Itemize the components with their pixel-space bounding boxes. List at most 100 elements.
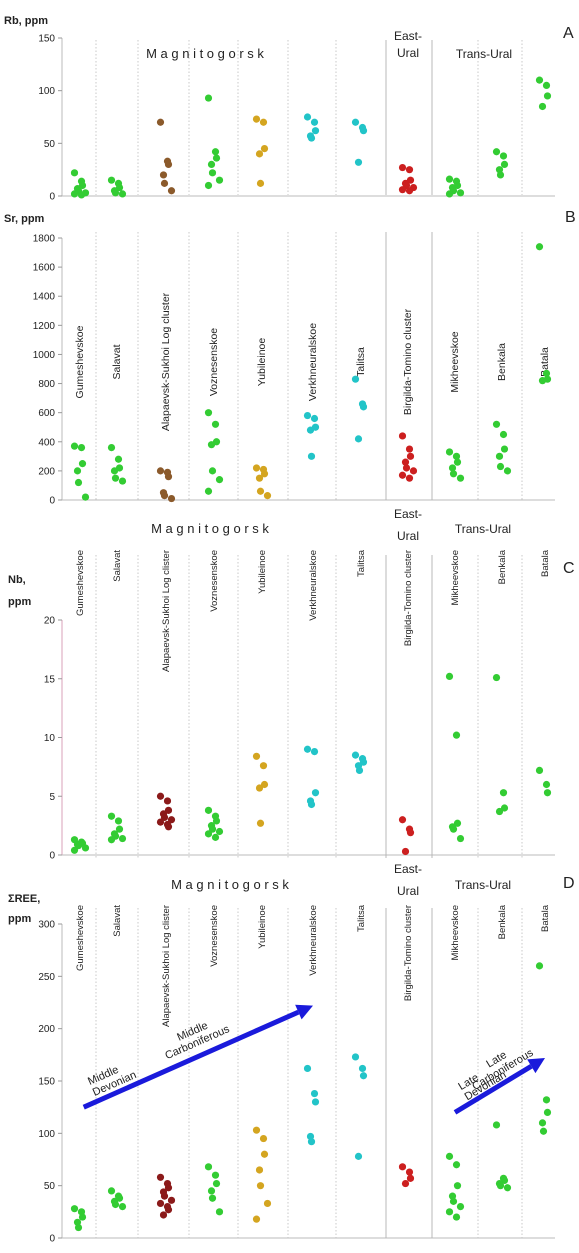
y-tick-label: 1600 bbox=[33, 263, 56, 274]
data-point-talitsa bbox=[354, 158, 363, 166]
data-point-alapaevsk-sukhoi-log-cluster bbox=[156, 467, 165, 475]
y-axis-title: Rb, ppm bbox=[4, 15, 48, 27]
data-point-verkhneuralskoe bbox=[310, 414, 319, 423]
y-tick-label: 5 bbox=[49, 792, 55, 803]
data-point-gumeshevskoe bbox=[70, 846, 79, 854]
deposit-label: Birgilda-Tomino cluster bbox=[403, 905, 414, 1001]
data-point-talitsa bbox=[359, 127, 368, 135]
region-header-magnitogorsk: M a g n i t o g o r s k bbox=[151, 521, 269, 536]
data-point-birgilda-tomino-cluster bbox=[398, 186, 407, 194]
y-tick-label: 0 bbox=[49, 496, 55, 507]
data-point-alapaevsk-sukhoi-log-cluster bbox=[156, 118, 165, 126]
data-point-mikheevskoe bbox=[445, 175, 454, 183]
data-point-alapaevsk-sukhoi-log-clister bbox=[167, 1196, 176, 1204]
data-point-birgilda-tomino-cluster bbox=[398, 432, 407, 440]
data-point-birgilda-tomino-cluster bbox=[402, 464, 411, 472]
data-point-salavat bbox=[107, 444, 116, 452]
data-point-talitsa bbox=[359, 1072, 368, 1080]
deposit-label: Gumeshevskoe bbox=[75, 905, 86, 971]
data-point-gumeshevskoe bbox=[70, 190, 79, 198]
data-point-salavat bbox=[118, 1203, 127, 1211]
data-point-batala bbox=[539, 1127, 548, 1135]
data-point-benkala bbox=[499, 789, 508, 797]
data-point-voznesenskoe bbox=[204, 487, 213, 495]
data-point-voznesenskoe bbox=[204, 181, 213, 190]
data-point-benkala bbox=[492, 148, 501, 156]
panel-letter: A bbox=[563, 25, 574, 42]
y-tick-label: 200 bbox=[38, 1024, 55, 1035]
data-point-benkala bbox=[492, 420, 501, 428]
data-point-mikheevskoe bbox=[449, 470, 458, 478]
trend-arrow-shaft bbox=[82, 1009, 300, 1110]
data-point-birgilda-tomino-cluster bbox=[405, 1168, 414, 1176]
data-point-yubileinoe bbox=[263, 1199, 272, 1208]
data-point-alapaevsk-sukhoi-log-clister bbox=[163, 797, 172, 805]
deposit-label: Salavat bbox=[112, 550, 123, 582]
data-point-benkala bbox=[496, 1182, 505, 1190]
data-point-talitsa bbox=[351, 751, 360, 759]
data-point-talitsa bbox=[355, 766, 364, 775]
data-point-birgilda-tomino-cluster bbox=[401, 458, 410, 466]
data-point-voznesenskoe bbox=[211, 420, 220, 428]
data-point-yubileinoe bbox=[260, 470, 269, 478]
data-point-yubileinoe bbox=[260, 780, 269, 789]
deposit-label: Birgilda-Tomino cluster bbox=[402, 308, 414, 415]
trend-arrow-shaft bbox=[453, 1064, 533, 1115]
data-point-birgilda-tomino-cluster bbox=[406, 829, 415, 837]
deposit-label: Yubileinoe bbox=[257, 550, 268, 594]
data-point-salavat bbox=[118, 477, 127, 485]
data-point-alapaevsk-sukhoi-log-cluster bbox=[164, 160, 173, 168]
data-point-birgilda-tomino-cluster bbox=[406, 1174, 415, 1182]
y-tick-label: 1800 bbox=[33, 234, 56, 245]
data-point-alapaevsk-sukhoi-log-clister bbox=[164, 823, 173, 831]
data-point-voznesenskoe bbox=[204, 830, 213, 838]
data-point-mikheevskoe bbox=[445, 190, 454, 198]
data-point-talitsa bbox=[358, 1064, 367, 1073]
y-tick-label: 0 bbox=[49, 1234, 55, 1245]
data-point-yubileinoe bbox=[252, 464, 261, 472]
data-point-voznesenskoe bbox=[204, 94, 213, 102]
data-point-yubileinoe bbox=[263, 492, 272, 500]
data-point-verkhneuralskoe bbox=[310, 748, 319, 756]
y-tick-label: 800 bbox=[38, 379, 55, 390]
data-point-voznesenskoe bbox=[215, 827, 224, 836]
data-point-alapaevsk-sukhoi-log-clister bbox=[164, 1206, 173, 1214]
data-point-salavat bbox=[114, 455, 123, 463]
data-point-verkhneuralskoe bbox=[311, 789, 320, 797]
data-point-mikheevskoe bbox=[452, 731, 461, 739]
data-point-verkhneuralskoe bbox=[307, 452, 316, 460]
data-point-batala bbox=[538, 102, 547, 111]
data-point-voznesenskoe bbox=[211, 1171, 220, 1179]
data-point-salavat bbox=[111, 189, 120, 197]
data-point-voznesenskoe bbox=[215, 476, 224, 484]
data-point-voznesenskoe bbox=[215, 1208, 224, 1216]
data-point-alapaevsk-sukhoi-log-cluster bbox=[160, 492, 169, 500]
data-point-talitsa bbox=[354, 435, 363, 443]
data-point-batala bbox=[535, 243, 544, 251]
data-point-voznesenskoe bbox=[207, 1187, 216, 1195]
data-point-yubileinoe bbox=[255, 150, 264, 158]
data-point-birgilda-tomino-cluster bbox=[405, 474, 414, 482]
data-point-mikheevskoe bbox=[445, 1152, 454, 1160]
data-point-alapaevsk-sukhoi-log-clister bbox=[167, 816, 176, 824]
data-point-verkhneuralskoe bbox=[311, 127, 320, 135]
data-point-batala bbox=[542, 81, 551, 89]
data-point-yubileinoe bbox=[255, 1166, 264, 1174]
data-point-benkala bbox=[496, 462, 505, 471]
data-point-gumeshevskoe bbox=[81, 844, 90, 852]
y-axis-title-unit: ppm bbox=[8, 596, 31, 608]
y-axis-title: Sr, ppm bbox=[4, 213, 45, 225]
data-point-verkhneuralskoe bbox=[307, 1138, 316, 1146]
deposit-label: Birgilda-Tomino cluster bbox=[403, 550, 414, 646]
deposit-label: Batala bbox=[540, 904, 551, 932]
y-tick-label: 0 bbox=[49, 851, 55, 862]
data-point-talitsa bbox=[351, 375, 360, 383]
y-tick-label: 1200 bbox=[33, 321, 56, 332]
data-point-birgilda-tomino-cluster bbox=[398, 163, 407, 172]
data-point-mikheevskoe bbox=[445, 1208, 454, 1216]
data-point-gumeshevskoe bbox=[73, 467, 82, 475]
data-point-voznesenskoe bbox=[215, 176, 224, 184]
data-point-alapaevsk-sukhoi-log-cluster bbox=[164, 473, 173, 481]
data-point-mikheevskoe bbox=[448, 464, 457, 472]
data-point-yubileinoe bbox=[260, 1150, 269, 1158]
